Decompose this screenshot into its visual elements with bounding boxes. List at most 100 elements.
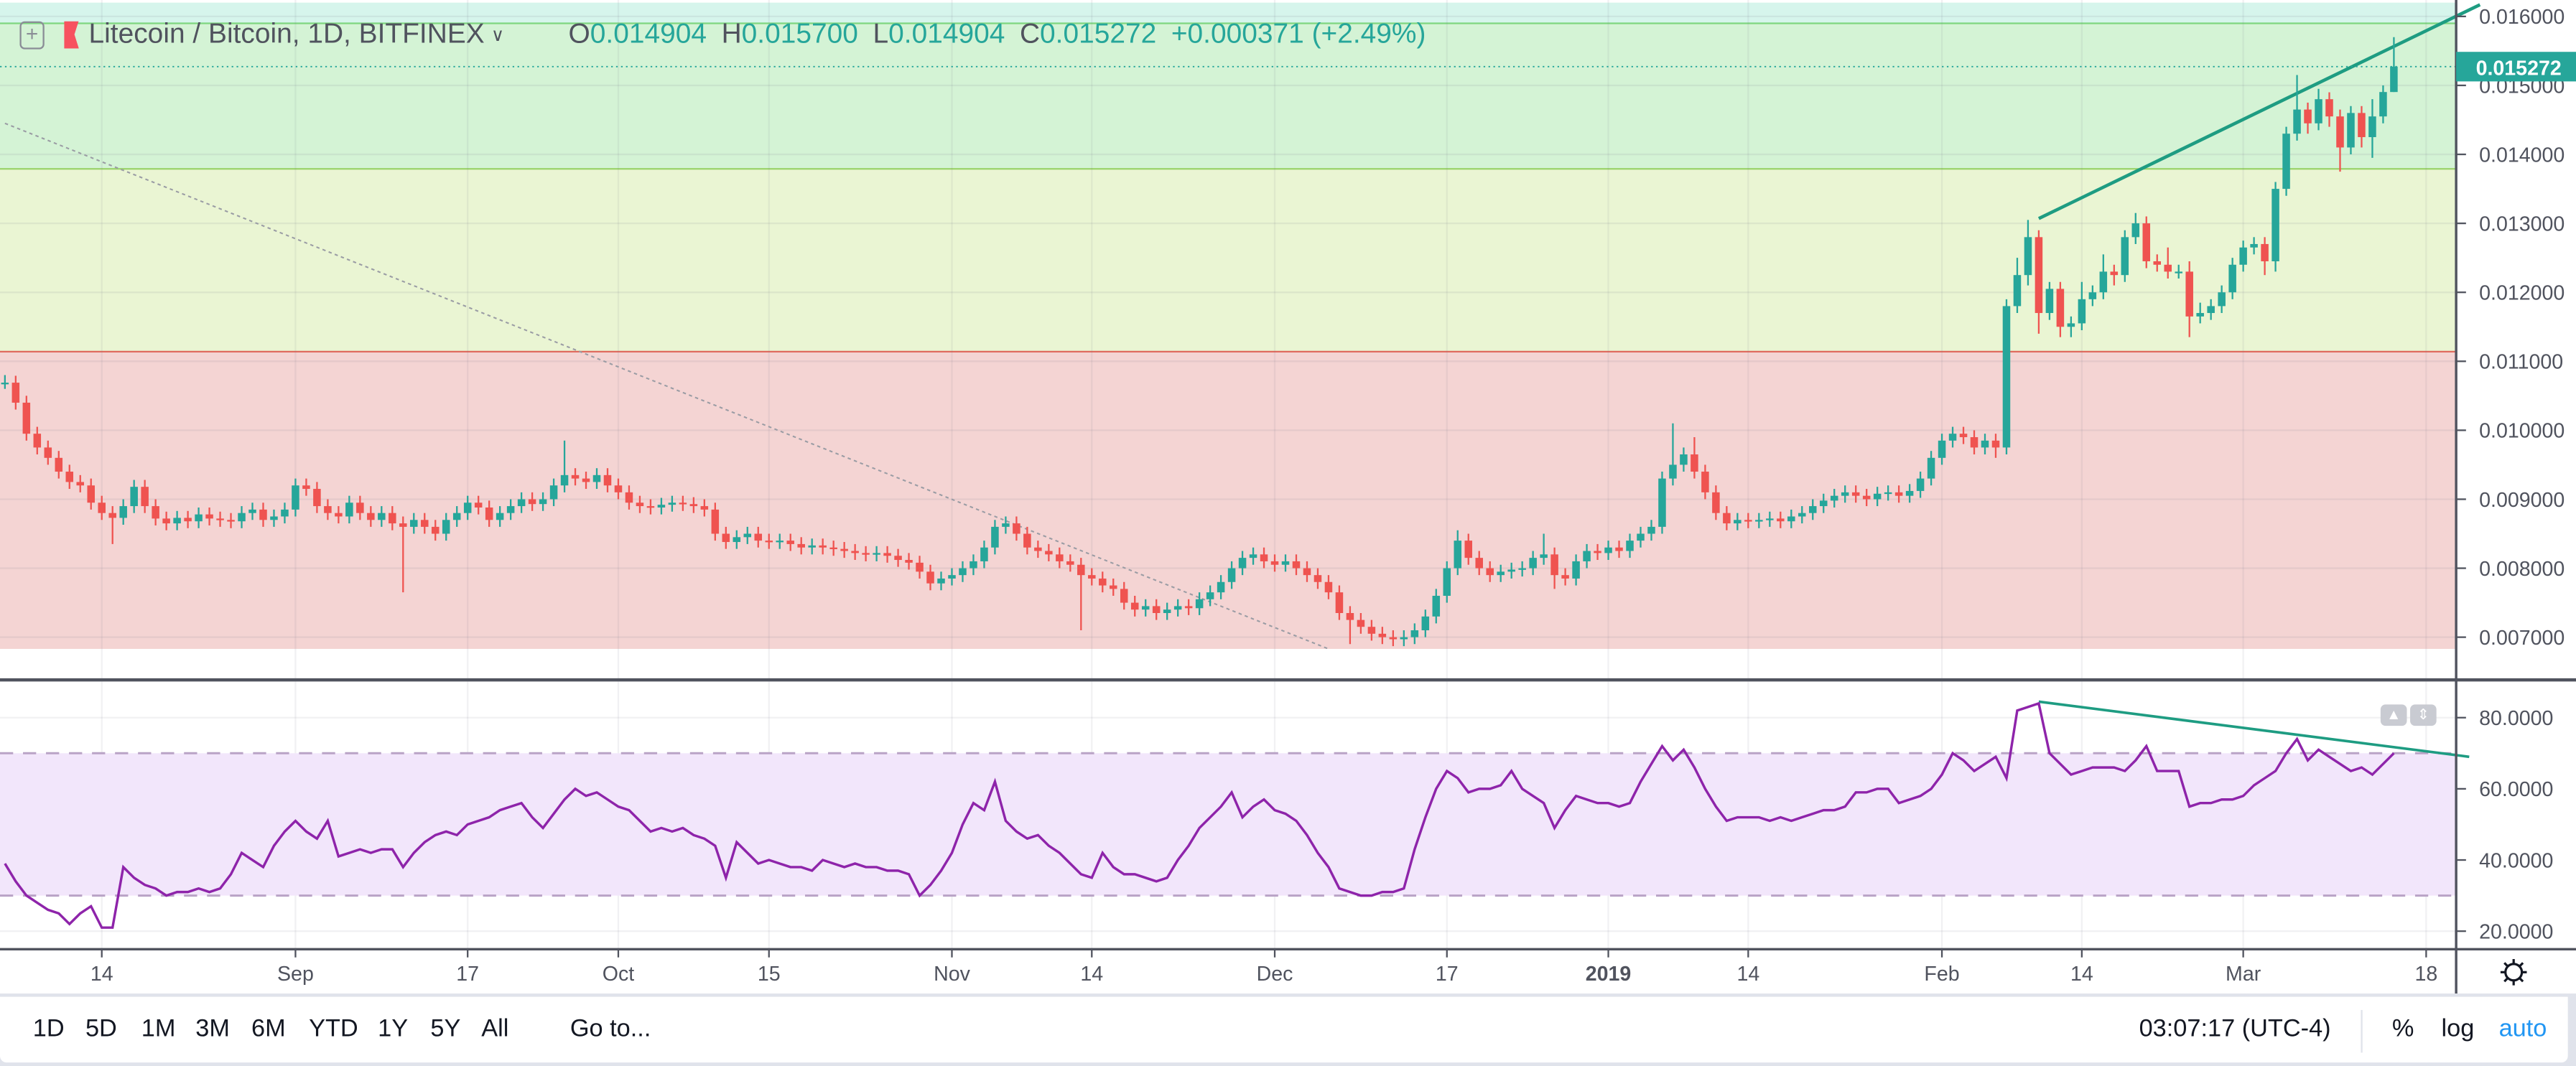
- collapse-icon[interactable]: ▲: [2380, 704, 2407, 726]
- candle-body: [1389, 637, 1398, 640]
- candle-body: [389, 513, 396, 524]
- candle: [539, 492, 547, 511]
- candle: [689, 497, 698, 513]
- gear-tooth: [2519, 977, 2524, 983]
- candle-body: [797, 543, 805, 548]
- candle-body: [1281, 561, 1290, 565]
- candle-body: [22, 402, 31, 434]
- candle-body: [1238, 558, 1247, 569]
- candle-body: [65, 472, 74, 482]
- candle-body: [87, 485, 96, 503]
- range-all[interactable]: All: [481, 1014, 509, 1043]
- candle-body: [926, 571, 934, 584]
- candle-body: [2315, 99, 2322, 123]
- candle-body: [539, 499, 547, 505]
- candle-body: [452, 513, 461, 520]
- range-3m[interactable]: 3M: [195, 1014, 230, 1043]
- bottom-toolbar: 1D 5D 1M 3M 6M YTD 1Y 5Y All Go to... 03…: [0, 996, 2568, 1063]
- range-5y[interactable]: 5Y: [430, 1014, 461, 1043]
- candle-body: [2099, 271, 2108, 293]
- chart-area[interactable]: 0.016000 0.015000 0.014000 0.013000 0.012000…: [0, 0, 2576, 994]
- candle: [248, 502, 256, 520]
- candle-body: [1561, 575, 1569, 579]
- price-trendline: [2037, 3, 2481, 220]
- log-toggle[interactable]: log: [2441, 1014, 2475, 1043]
- candle: [2142, 216, 2151, 268]
- range-5d[interactable]: 5D: [85, 1014, 117, 1043]
- candle: [1808, 499, 1817, 520]
- candle: [959, 561, 967, 582]
- candle: [1873, 487, 1882, 507]
- candle-body: [152, 506, 159, 519]
- plus-square-icon[interactable]: +: [19, 20, 45, 49]
- candle-body: [130, 487, 138, 507]
- range-1d[interactable]: 1D: [32, 1014, 65, 1043]
- range-1m[interactable]: 1M: [141, 1014, 176, 1043]
- candle: [2196, 302, 2204, 324]
- candle: [98, 495, 106, 520]
- candle-body: [1, 383, 9, 385]
- candle-body: [851, 551, 859, 553]
- gear-icon[interactable]: [2500, 959, 2527, 986]
- candle: [1454, 530, 1462, 576]
- candle: [1335, 585, 1344, 620]
- candle: [1830, 489, 1838, 508]
- candle-body: [216, 518, 224, 520]
- candle-body: [1475, 558, 1483, 569]
- candle: [2207, 299, 2215, 320]
- price-tick-label: 0.014000: [2479, 144, 2565, 167]
- flag-icon[interactable]: [64, 20, 79, 49]
- price-zones: [0, 2, 2457, 649]
- candle-body: [1249, 554, 1257, 558]
- symbol-title[interactable]: Litecoin / Bitcoin, 1D, BITFINEX: [88, 18, 485, 50]
- candle-body: [324, 506, 332, 513]
- clock-time[interactable]: 03:07:17 (UTC-4): [2139, 1014, 2331, 1043]
- chevron-down-icon[interactable]: ∨: [490, 25, 505, 45]
- candle: [1991, 434, 2000, 458]
- candle: [2045, 281, 2054, 320]
- candle-body: [98, 502, 106, 513]
- open-value: 0.014904: [590, 18, 707, 50]
- candle: [1970, 430, 1979, 455]
- candle: [184, 510, 192, 528]
- candle-body: [1626, 541, 1634, 551]
- range-6m[interactable]: 6M: [251, 1014, 286, 1043]
- candle-body: [378, 513, 386, 520]
- candle-body: [1669, 464, 1677, 479]
- maximize-icon[interactable]: ⇕: [2410, 704, 2437, 726]
- candle: [905, 553, 913, 570]
- candle: [1518, 561, 1526, 577]
- candle: [1540, 533, 1548, 565]
- chart-canvas[interactable]: 0.0160000.0150000.0140000.0130000.012000…: [0, 0, 2576, 994]
- candle-body: [819, 545, 827, 548]
- goto-button[interactable]: Go to...: [569, 1014, 651, 1043]
- candle: [1497, 564, 1505, 582]
- candle-body: [1851, 492, 1860, 496]
- candle-body: [2196, 313, 2204, 317]
- time-tick-label: Oct: [603, 963, 635, 986]
- candle: [1777, 511, 1785, 528]
- range-ytd[interactable]: YTD: [309, 1014, 358, 1043]
- low-label: L: [873, 18, 889, 50]
- candle: [711, 502, 720, 541]
- candle: [1981, 434, 1989, 455]
- candle: [141, 480, 149, 513]
- axes: 0.0160000.0150000.0140000.0130000.012000…: [0, 0, 2576, 994]
- candle-body: [2250, 243, 2258, 248]
- candle-body: [614, 485, 623, 492]
- candle: [1647, 520, 1655, 541]
- candle: [259, 502, 267, 527]
- candle: [119, 499, 127, 525]
- candle-body: [743, 533, 752, 538]
- range-1y[interactable]: 1Y: [378, 1014, 409, 1043]
- candle-body: [2024, 237, 2032, 276]
- candle-body: [1357, 620, 1365, 627]
- candle-body: [2088, 292, 2097, 299]
- candle: [2250, 237, 2258, 255]
- candle-body: [1894, 492, 1903, 496]
- candle: [2218, 285, 2226, 314]
- candle-body: [1217, 581, 1225, 593]
- low-value: 0.014904: [888, 18, 1005, 50]
- auto-toggle[interactable]: auto: [2498, 1014, 2547, 1043]
- percent-toggle[interactable]: %: [2391, 1014, 2414, 1043]
